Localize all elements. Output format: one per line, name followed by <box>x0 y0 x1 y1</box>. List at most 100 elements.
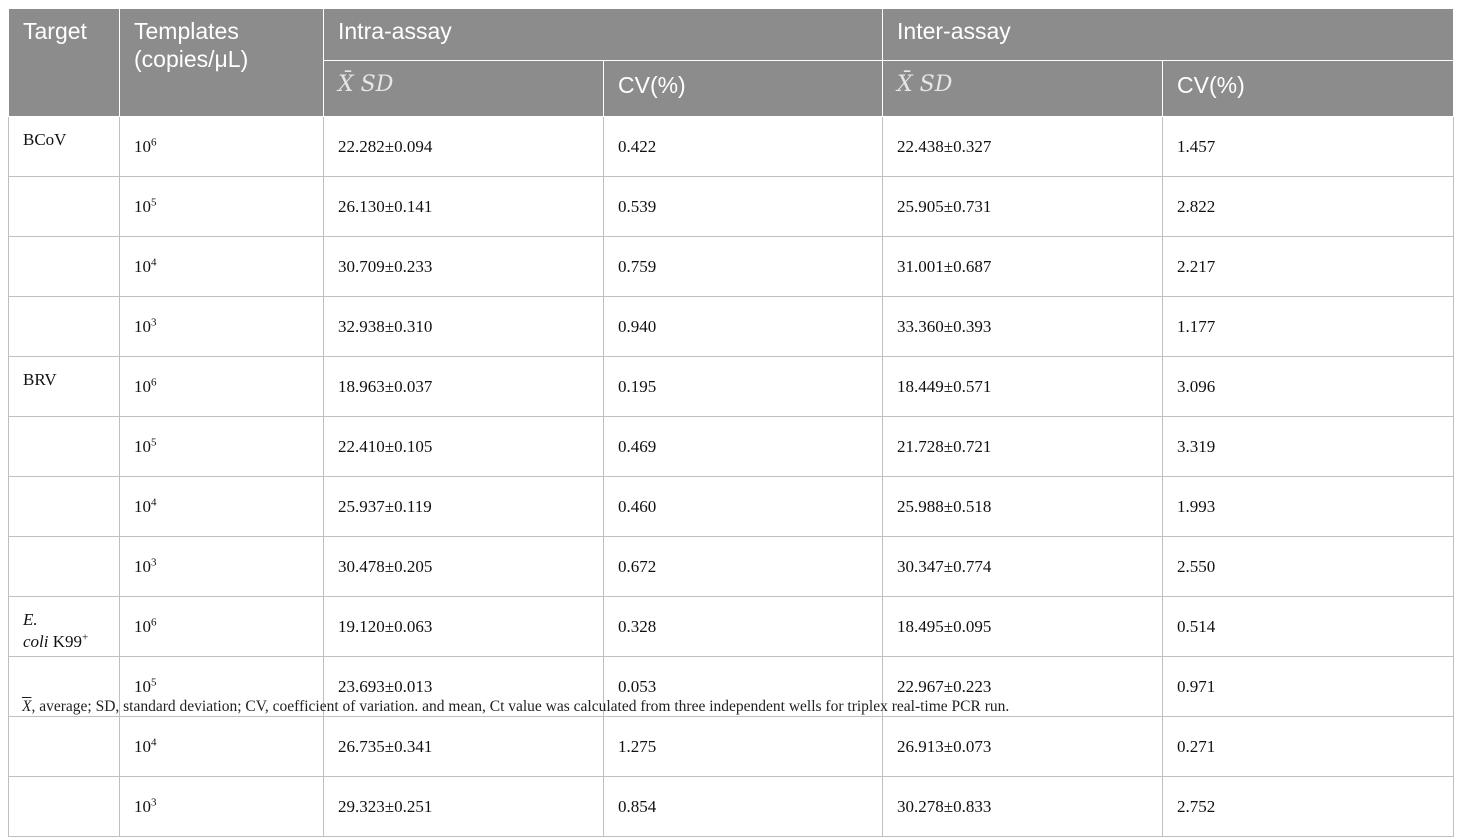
cell-intra-cv: 0.460 <box>602 476 884 537</box>
cell-template-copies: 103 <box>119 536 324 597</box>
cell-inter-mean-sd: 22.438±0.327 <box>882 116 1164 177</box>
copies-base: 10 <box>134 196 151 216</box>
cell-inter-mean-sd: 22.967±0.223 <box>882 656 1164 717</box>
cell-target <box>8 296 120 357</box>
cell-inter-cv: 3.096 <box>1162 356 1455 417</box>
strain-sup: + <box>82 631 89 644</box>
copies-exponent: 6 <box>151 615 157 628</box>
cell-intra-mean-sd: 26.735±0.341 <box>323 716 604 777</box>
copies-exponent: 3 <box>151 315 157 328</box>
header-intra-assay: Intra-assay <box>322 8 884 61</box>
cell-inter-cv: 1.993 <box>1162 476 1455 537</box>
table-row: 103 30.478±0.205 0.672 30.347±0.774 2.550 <box>8 536 1455 597</box>
cell-inter-cv: 2.217 <box>1162 236 1455 297</box>
table-body: BCoV 106 22.282±0.094 0.422 22.438±0.327 1.45… <box>8 116 1455 837</box>
cell-inter-cv: 1.457 <box>1162 116 1455 177</box>
cell-template-copies: 104 <box>119 236 324 297</box>
copies-base: 10 <box>134 736 151 756</box>
species: coli <box>23 632 49 651</box>
cell-target <box>8 476 120 537</box>
genus: E. <box>23 610 38 629</box>
cell-template-copies: 104 <box>119 716 324 777</box>
cell-target <box>8 416 120 477</box>
cell-template-copies: 104 <box>119 476 324 537</box>
copies-base: 10 <box>134 496 151 516</box>
copies-base: 10 <box>134 556 151 576</box>
copies-exponent: 4 <box>151 495 157 508</box>
copies-base: 10 <box>134 676 151 696</box>
table-row: 105 26.130±0.141 0.539 25.905±0.731 2.822 <box>8 176 1455 237</box>
cell-intra-cv: 0.422 <box>602 116 884 177</box>
header-inter-cv: CV(%) <box>1162 60 1455 117</box>
cell-inter-mean-sd: 30.347±0.774 <box>882 536 1164 597</box>
cell-intra-cv: 0.672 <box>602 536 884 597</box>
table-row: 105 22.410±0.105 0.469 21.728±0.721 3.319 <box>8 416 1455 477</box>
cell-target: BRV <box>8 356 120 417</box>
cell-intra-cv: 0.854 <box>602 776 884 837</box>
cell-target: BCoV <box>8 116 120 177</box>
copies-base: 10 <box>134 316 151 336</box>
copies-base: 10 <box>134 376 151 396</box>
cell-intra-cv: 0.539 <box>602 176 884 237</box>
header-intra-cv: CV(%) <box>602 60 884 117</box>
cell-target: E. coli K99+ <box>8 596 120 657</box>
table-row: 104 30.709±0.233 0.759 31.001±0.687 2.217 <box>8 236 1455 297</box>
cell-template-copies: 106 <box>119 596 324 657</box>
copies-exponent: 5 <box>151 435 157 448</box>
table-row: BCoV 106 22.282±0.094 0.422 22.438±0.327 1.45… <box>8 116 1455 177</box>
footnote-symbol: X <box>22 698 32 715</box>
cell-target <box>8 716 120 777</box>
results-table: Target Templates (copies/μL) Intra-assay… <box>8 8 1455 837</box>
copies-base: 10 <box>134 256 151 276</box>
cell-inter-cv: 2.752 <box>1162 776 1455 837</box>
cell-inter-mean-sd: 33.360±0.393 <box>882 296 1164 357</box>
copies-exponent: 6 <box>151 375 157 388</box>
cell-template-copies: 103 <box>119 296 324 357</box>
footnote-text: , average; SD, standard deviation; CV, c… <box>31 698 1010 715</box>
table-row: 104 26.735±0.341 1.275 26.913±0.073 0.271 <box>8 716 1455 777</box>
cell-template-copies: 105 <box>119 176 324 237</box>
cell-target <box>8 176 120 237</box>
table-row: BRV 106 18.963±0.037 0.195 18.449±0.571 3.096 <box>8 356 1455 417</box>
cell-inter-mean-sd: 25.988±0.518 <box>882 476 1164 537</box>
header-inter-assay: Inter-assay <box>882 8 1455 61</box>
cell-inter-cv: 3.319 <box>1162 416 1455 477</box>
cell-intra-cv: 0.195 <box>602 356 884 417</box>
cell-intra-cv: 1.275 <box>602 716 884 777</box>
table-row: 105 23.693±0.013 0.053 22.967±0.223 0.971 <box>8 656 1455 717</box>
cell-intra-cv: 0.053 <box>602 656 884 717</box>
cell-intra-cv: 0.328 <box>602 596 884 657</box>
cell-inter-cv: 2.822 <box>1162 176 1455 237</box>
cell-inter-mean-sd: 30.278±0.833 <box>882 776 1164 837</box>
table-row: E. coli K99+ 106 19.120±0.063 0.328 18.495±0.… <box>8 596 1455 657</box>
cell-template-copies: 106 <box>119 356 324 417</box>
cell-inter-mean-sd: 31.001±0.687 <box>882 236 1164 297</box>
cell-inter-cv: 1.177 <box>1162 296 1455 357</box>
table-row: 103 32.938±0.310 0.940 33.360±0.393 1.177 <box>8 296 1455 357</box>
cell-target <box>8 776 120 837</box>
cell-intra-mean-sd: 22.410±0.105 <box>323 416 604 477</box>
cell-intra-mean-sd: 25.937±0.119 <box>323 476 604 537</box>
cell-template-copies: 105 <box>119 656 324 717</box>
cell-target <box>8 236 120 297</box>
cell-template-copies: 103 <box>119 776 324 837</box>
copies-exponent: 3 <box>151 555 157 568</box>
cell-intra-mean-sd: 30.709±0.233 <box>323 236 604 297</box>
copies-base: 10 <box>134 436 151 456</box>
copies-exponent: 6 <box>151 135 157 148</box>
header-target: Target <box>8 8 120 117</box>
cell-intra-mean-sd: 22.282±0.094 <box>323 116 604 177</box>
table-row: 104 25.937±0.119 0.460 25.988±0.518 1.993 <box>8 476 1455 537</box>
strain: K99 <box>52 632 83 651</box>
header-inter-mean-sd: X̄ SD <box>882 60 1164 117</box>
cell-intra-mean-sd: 30.478±0.205 <box>323 536 604 597</box>
header-templates: Templates (copies/μL) <box>119 8 324 117</box>
cell-intra-cv: 0.469 <box>602 416 884 477</box>
cell-intra-mean-sd: 26.130±0.141 <box>323 176 604 237</box>
cell-intra-cv: 0.759 <box>602 236 884 297</box>
copies-exponent: 5 <box>151 195 157 208</box>
copies-base: 10 <box>134 796 151 816</box>
cell-intra-mean-sd: 19.120±0.063 <box>323 596 604 657</box>
copies-exponent: 3 <box>151 795 157 808</box>
copies-base: 10 <box>134 616 151 636</box>
